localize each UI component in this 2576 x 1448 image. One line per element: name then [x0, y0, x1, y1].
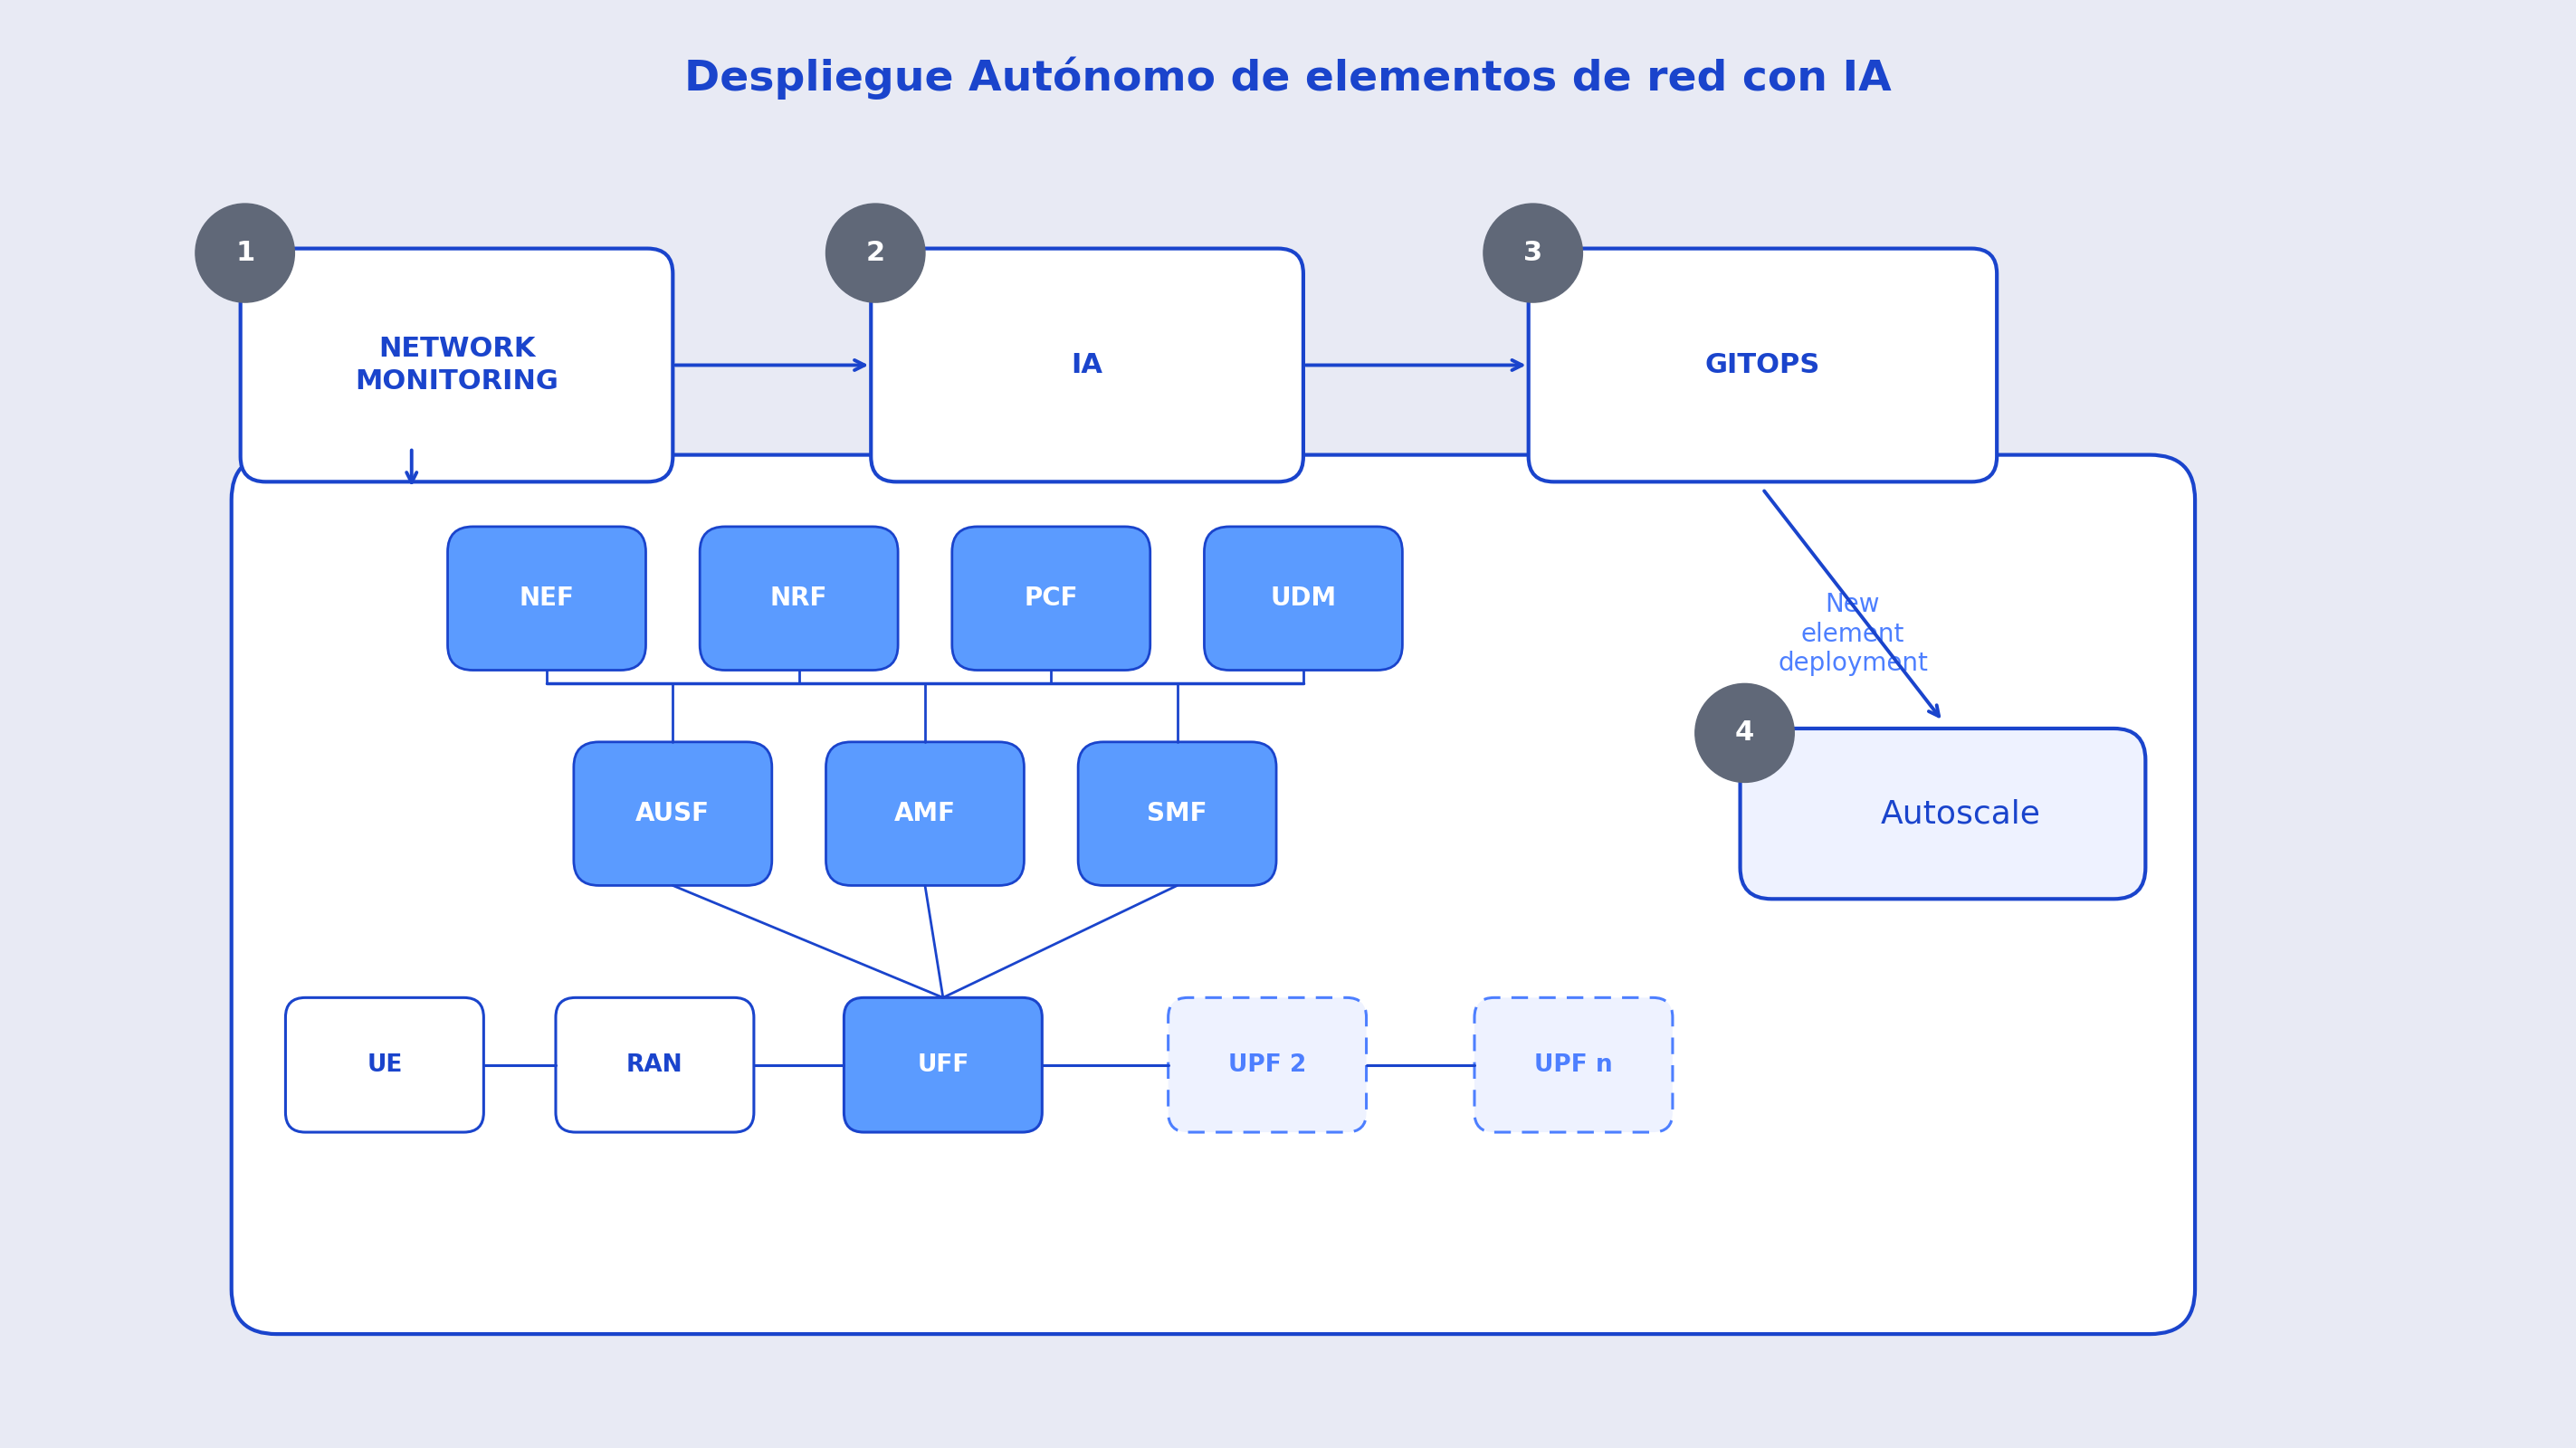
Text: Autoscale: Autoscale — [1880, 798, 2040, 830]
FancyBboxPatch shape — [286, 998, 484, 1132]
Text: GITOPS: GITOPS — [1705, 352, 1821, 378]
Text: SMF: SMF — [1146, 801, 1208, 827]
FancyBboxPatch shape — [448, 527, 647, 670]
Text: 3: 3 — [1522, 240, 1543, 266]
Text: NEF: NEF — [520, 586, 574, 611]
FancyBboxPatch shape — [701, 527, 899, 670]
FancyBboxPatch shape — [827, 741, 1025, 886]
FancyBboxPatch shape — [556, 998, 755, 1132]
FancyBboxPatch shape — [1167, 998, 1365, 1132]
Text: PCF: PCF — [1025, 586, 1077, 611]
Circle shape — [1695, 683, 1795, 782]
Text: Despliegue Autónomo de elementos de red con IA: Despliegue Autónomo de elementos de red … — [685, 56, 1891, 100]
Text: AUSF: AUSF — [636, 801, 711, 827]
Text: IA: IA — [1072, 352, 1103, 378]
FancyBboxPatch shape — [1079, 741, 1275, 886]
FancyBboxPatch shape — [953, 527, 1151, 670]
FancyBboxPatch shape — [1741, 728, 2146, 899]
Text: NRF: NRF — [770, 586, 827, 611]
Text: 1: 1 — [234, 240, 255, 266]
Text: New
element
deployment: New element deployment — [1777, 592, 1927, 676]
FancyBboxPatch shape — [1528, 249, 1996, 482]
Text: UE: UE — [366, 1053, 402, 1077]
FancyBboxPatch shape — [232, 455, 2195, 1334]
FancyBboxPatch shape — [574, 741, 773, 886]
Text: UPF 2: UPF 2 — [1229, 1053, 1306, 1077]
Text: UFF: UFF — [917, 1053, 969, 1077]
FancyBboxPatch shape — [871, 249, 1303, 482]
Circle shape — [196, 204, 294, 303]
Text: RAN: RAN — [626, 1053, 683, 1077]
Text: AMF: AMF — [894, 801, 956, 827]
Text: NETWORK
MONITORING: NETWORK MONITORING — [355, 336, 559, 394]
FancyBboxPatch shape — [1473, 998, 1672, 1132]
FancyBboxPatch shape — [1203, 527, 1401, 670]
FancyBboxPatch shape — [845, 998, 1043, 1132]
Text: UPF n: UPF n — [1535, 1053, 1613, 1077]
FancyBboxPatch shape — [240, 249, 672, 482]
Circle shape — [827, 204, 925, 303]
Text: 2: 2 — [866, 240, 886, 266]
Text: UDM: UDM — [1270, 586, 1337, 611]
Text: 4: 4 — [1736, 720, 1754, 746]
Circle shape — [1484, 204, 1582, 303]
